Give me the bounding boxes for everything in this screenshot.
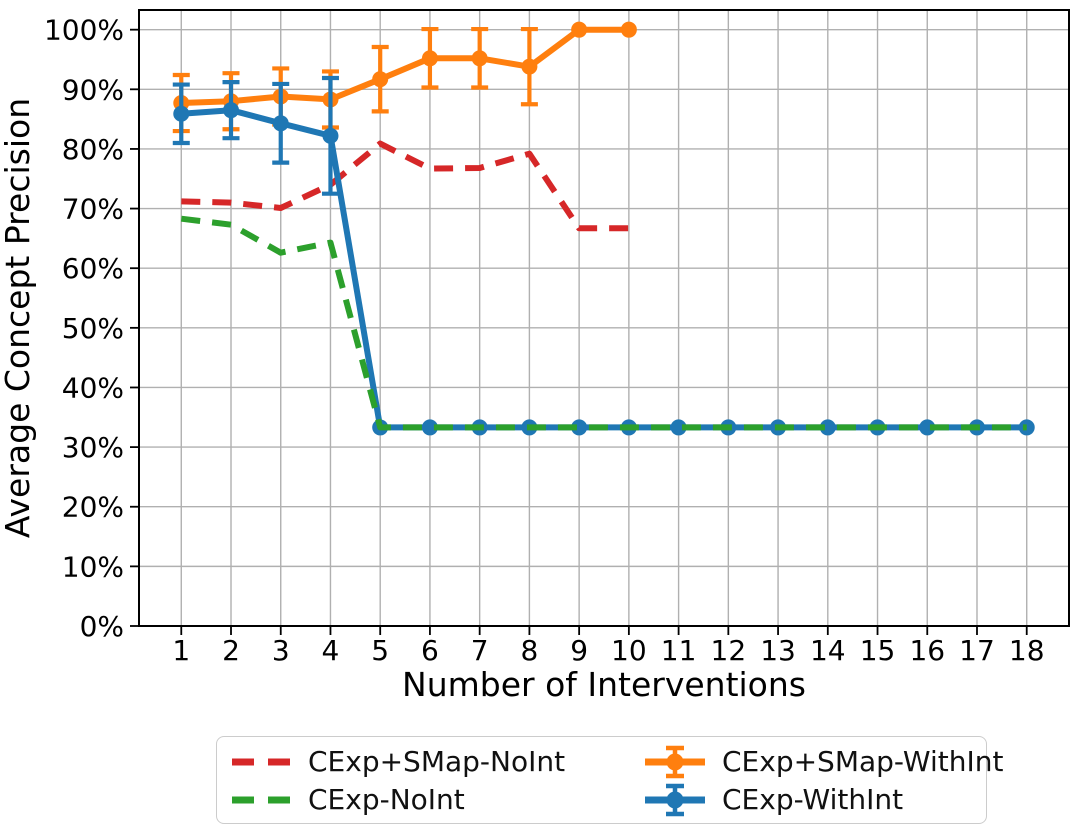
- x-tick-label: 12: [711, 634, 747, 667]
- legend: CExp+SMap-NoInt CExp-NoInt CExp+SMap-Wit…: [216, 736, 1003, 824]
- x-tick-label: 9: [570, 634, 588, 667]
- x-tick-label: 6: [421, 634, 439, 667]
- dashed-line-red-icon: [232, 758, 290, 766]
- errorbar-marker-orange-icon: [645, 745, 705, 779]
- dashed-line-green-icon: [232, 796, 290, 804]
- data-point-marker: [471, 50, 488, 67]
- plot-border: [138, 9, 1070, 627]
- data-point-marker: [819, 419, 836, 436]
- x-tick-label: 1: [172, 634, 190, 667]
- x-tick-label: 10: [611, 634, 647, 667]
- data-point-marker: [223, 102, 240, 119]
- y-tick-label: 30%: [62, 431, 124, 464]
- x-tick-label: 17: [959, 634, 995, 667]
- x-tick-label: 4: [322, 634, 340, 667]
- legend-entry-cexp-smap-withint: CExp+SMap-WithInt: [643, 745, 1003, 779]
- y-tick-label: 100%: [44, 14, 124, 47]
- gridlines: [139, 10, 1069, 626]
- series-cexp-smap-noint: [181, 140, 629, 232]
- x-axis-title: Number of Interventions: [402, 665, 806, 704]
- data-point-marker: [919, 419, 936, 436]
- y-tick-label: 50%: [62, 312, 124, 345]
- errorbar-marker-blue-icon: [645, 783, 705, 817]
- x-tick-label: 11: [661, 634, 697, 667]
- legend-label: CExp-NoInt: [308, 783, 465, 816]
- data-point-marker: [620, 21, 637, 38]
- legend-entry-cexp-smap-noint: CExp+SMap-NoInt: [229, 745, 565, 779]
- x-tick-label: 3: [272, 634, 290, 667]
- x-tick-label: 7: [471, 634, 489, 667]
- y-tick-label: 20%: [62, 491, 124, 524]
- series-cexp-withint: [172, 75, 1035, 436]
- data-point-marker: [670, 419, 687, 436]
- y-tick-label: 90%: [62, 73, 124, 106]
- data-point-marker: [322, 127, 339, 144]
- legend-entry-cexp-withint: CExp-WithInt: [643, 783, 903, 817]
- axis-ticks: 1 2 3 4 5 6 7 8 9 10 11 12 13 14 15 16 17 180%10%20%30%40…: [44, 14, 1045, 667]
- legend-entry-cexp-noint: CExp-NoInt: [229, 783, 465, 817]
- x-tick-label: 18: [1009, 634, 1045, 667]
- legend-label: CExp+SMap-NoInt: [308, 745, 566, 778]
- y-tick-label: 70%: [62, 193, 124, 226]
- data-point-marker: [421, 50, 438, 67]
- y-tick-label: 40%: [62, 371, 124, 404]
- data-point-marker: [1018, 419, 1035, 436]
- data-point-marker: [421, 419, 438, 436]
- data-point-marker: [571, 419, 588, 436]
- plot-dynamic-layer: 1 2 3 4 5 6 7 8 9 10 11 12 13 14 15 16 17 180%10%20%30%40…: [44, 10, 1069, 667]
- data-point-marker: [372, 71, 389, 88]
- y-tick-label: 80%: [62, 133, 124, 166]
- y-axis-title: Average Concept Precision: [0, 98, 37, 538]
- data-point-marker: [173, 105, 190, 122]
- x-tick-label: 14: [810, 634, 846, 667]
- x-tick-label: 2: [222, 634, 240, 667]
- x-tick-label: 15: [860, 634, 896, 667]
- x-tick-label: 5: [371, 634, 389, 667]
- y-tick-label: 0%: [80, 610, 124, 643]
- legend-label: CExp-WithInt: [722, 783, 904, 816]
- legend-label: CExp+SMap-WithInt: [722, 745, 1004, 778]
- data-point-marker: [272, 115, 289, 132]
- data-point-marker: [521, 58, 538, 75]
- x-tick-label: 16: [909, 634, 945, 667]
- y-tick-label: 60%: [62, 252, 124, 285]
- x-tick-label: 13: [760, 634, 796, 667]
- series-cexp-noint: [180, 215, 1027, 431]
- y-tick-label: 10%: [62, 550, 124, 583]
- x-tick-label: 8: [520, 634, 538, 667]
- data-point-marker: [571, 21, 588, 38]
